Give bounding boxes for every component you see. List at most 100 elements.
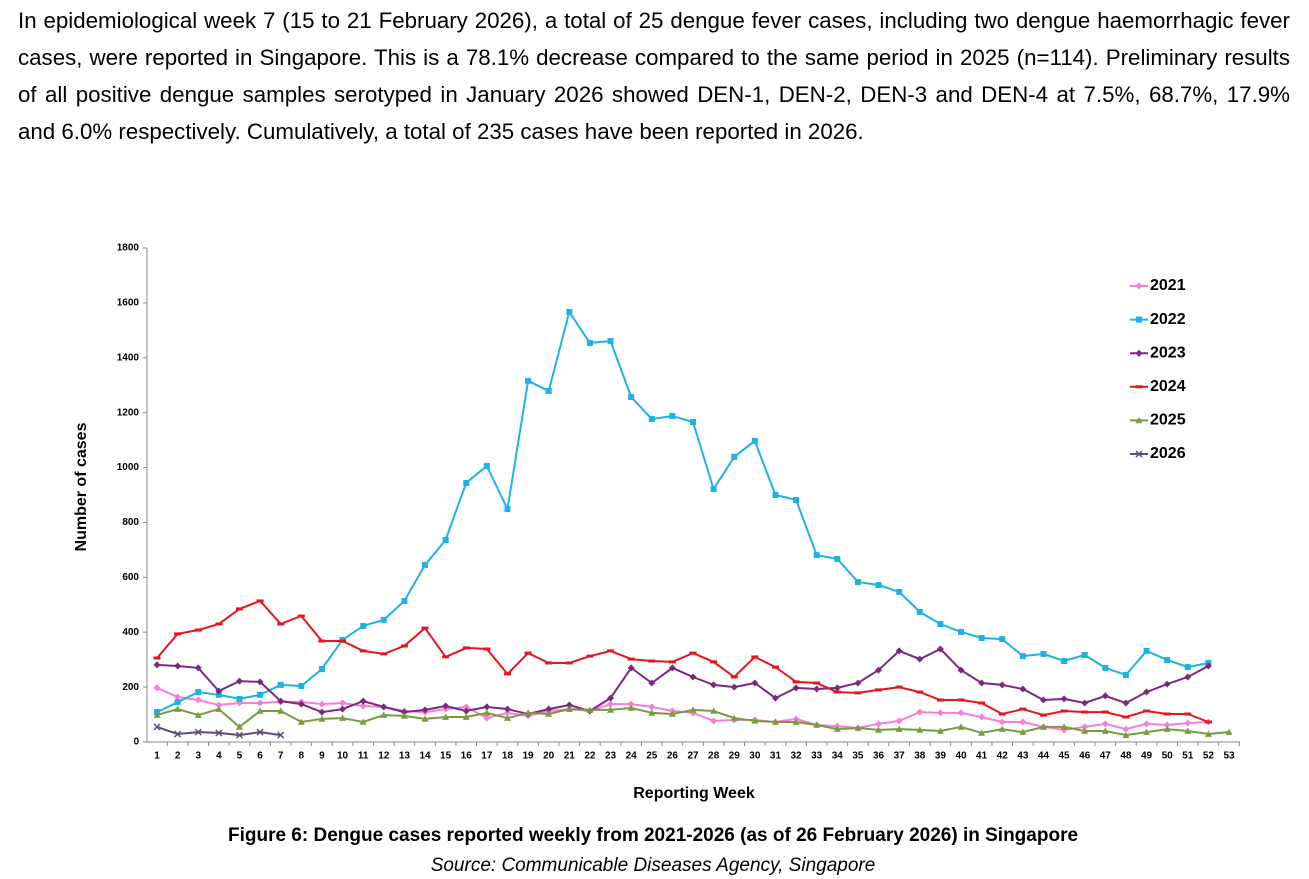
marker bbox=[896, 588, 903, 595]
marker bbox=[400, 708, 408, 716]
y-tick-label: 1200 bbox=[117, 407, 140, 418]
marker bbox=[380, 703, 388, 711]
marker bbox=[895, 725, 903, 732]
marker bbox=[153, 684, 161, 692]
marker bbox=[895, 717, 903, 725]
y-axis-title: Number of cases bbox=[73, 422, 90, 551]
marker bbox=[297, 700, 305, 708]
x-tick-label: 48 bbox=[1120, 751, 1132, 762]
x-tick-label: 12 bbox=[378, 751, 390, 762]
x-tick-label: 26 bbox=[667, 751, 679, 762]
x-tick-label: 6 bbox=[257, 751, 263, 762]
marker bbox=[958, 628, 964, 635]
marker bbox=[380, 711, 388, 718]
legend-label: 2022 bbox=[1150, 311, 1186, 328]
x-tick-label: 33 bbox=[811, 751, 823, 762]
marker bbox=[1163, 680, 1171, 688]
marker bbox=[1102, 664, 1109, 671]
marker bbox=[235, 723, 243, 730]
marker bbox=[1122, 731, 1130, 738]
marker bbox=[483, 703, 491, 711]
x-tick-label: 36 bbox=[873, 751, 885, 762]
marker bbox=[854, 679, 862, 687]
marker bbox=[957, 666, 965, 674]
marker bbox=[462, 713, 470, 720]
x-axis-title: Reporting Week bbox=[633, 785, 755, 802]
marker bbox=[421, 715, 429, 722]
marker bbox=[483, 462, 490, 469]
x-tick-label: 52 bbox=[1203, 751, 1215, 762]
marker bbox=[1122, 725, 1130, 733]
marker bbox=[751, 679, 759, 687]
marker bbox=[215, 705, 223, 712]
marker bbox=[1225, 728, 1233, 735]
marker bbox=[462, 707, 470, 715]
marker bbox=[730, 714, 738, 721]
marker bbox=[1204, 662, 1212, 670]
marker bbox=[731, 453, 738, 460]
marker bbox=[1143, 728, 1151, 735]
marker bbox=[565, 705, 573, 712]
marker bbox=[627, 664, 635, 672]
marker bbox=[751, 437, 758, 444]
marker bbox=[648, 679, 656, 687]
x-tick-label: 29 bbox=[729, 751, 741, 762]
marker bbox=[256, 678, 264, 686]
marker bbox=[442, 537, 449, 544]
x-tick-label: 13 bbox=[399, 751, 411, 762]
marker bbox=[813, 685, 821, 693]
marker bbox=[153, 723, 161, 731]
marker bbox=[1143, 688, 1151, 696]
marker bbox=[215, 687, 223, 695]
x-tick-label: 32 bbox=[791, 751, 803, 762]
marker bbox=[730, 683, 738, 691]
marker bbox=[1081, 699, 1089, 707]
marker bbox=[1184, 673, 1192, 681]
marker bbox=[1060, 723, 1068, 730]
marker bbox=[1039, 696, 1047, 704]
marker bbox=[194, 696, 202, 704]
marker bbox=[194, 664, 202, 672]
marker bbox=[710, 717, 718, 725]
marker bbox=[256, 728, 264, 736]
marker bbox=[1184, 719, 1192, 727]
marker bbox=[566, 308, 573, 315]
marker bbox=[833, 725, 841, 732]
marker bbox=[257, 691, 264, 698]
marker bbox=[586, 706, 594, 713]
marker bbox=[936, 709, 944, 717]
marker bbox=[400, 712, 408, 719]
marker bbox=[875, 720, 883, 728]
marker bbox=[998, 681, 1006, 689]
marker bbox=[1019, 728, 1027, 735]
x-tick-label: 34 bbox=[832, 751, 844, 762]
marker bbox=[318, 665, 325, 672]
marker bbox=[668, 664, 676, 672]
marker bbox=[360, 622, 367, 629]
x-tick-label: 2 bbox=[175, 751, 181, 762]
marker bbox=[854, 578, 861, 585]
marker bbox=[627, 704, 635, 711]
marker bbox=[916, 655, 924, 663]
marker bbox=[627, 700, 635, 708]
marker bbox=[1184, 727, 1192, 734]
x-tick-label: 35 bbox=[852, 751, 864, 762]
marker bbox=[442, 713, 450, 720]
marker bbox=[1136, 316, 1142, 323]
marker bbox=[813, 721, 821, 728]
marker bbox=[978, 713, 986, 721]
x-tick-label: 23 bbox=[605, 751, 617, 762]
marker bbox=[153, 711, 161, 718]
marker bbox=[524, 709, 532, 716]
marker bbox=[503, 705, 511, 713]
marker bbox=[586, 339, 593, 346]
x-tick-label: 16 bbox=[461, 751, 473, 762]
x-tick-label: 24 bbox=[626, 751, 638, 762]
marker bbox=[771, 718, 779, 725]
marker bbox=[1081, 723, 1089, 731]
marker bbox=[298, 683, 305, 690]
marker bbox=[792, 718, 800, 725]
marker bbox=[978, 634, 985, 641]
x-tick-label: 40 bbox=[955, 751, 967, 762]
